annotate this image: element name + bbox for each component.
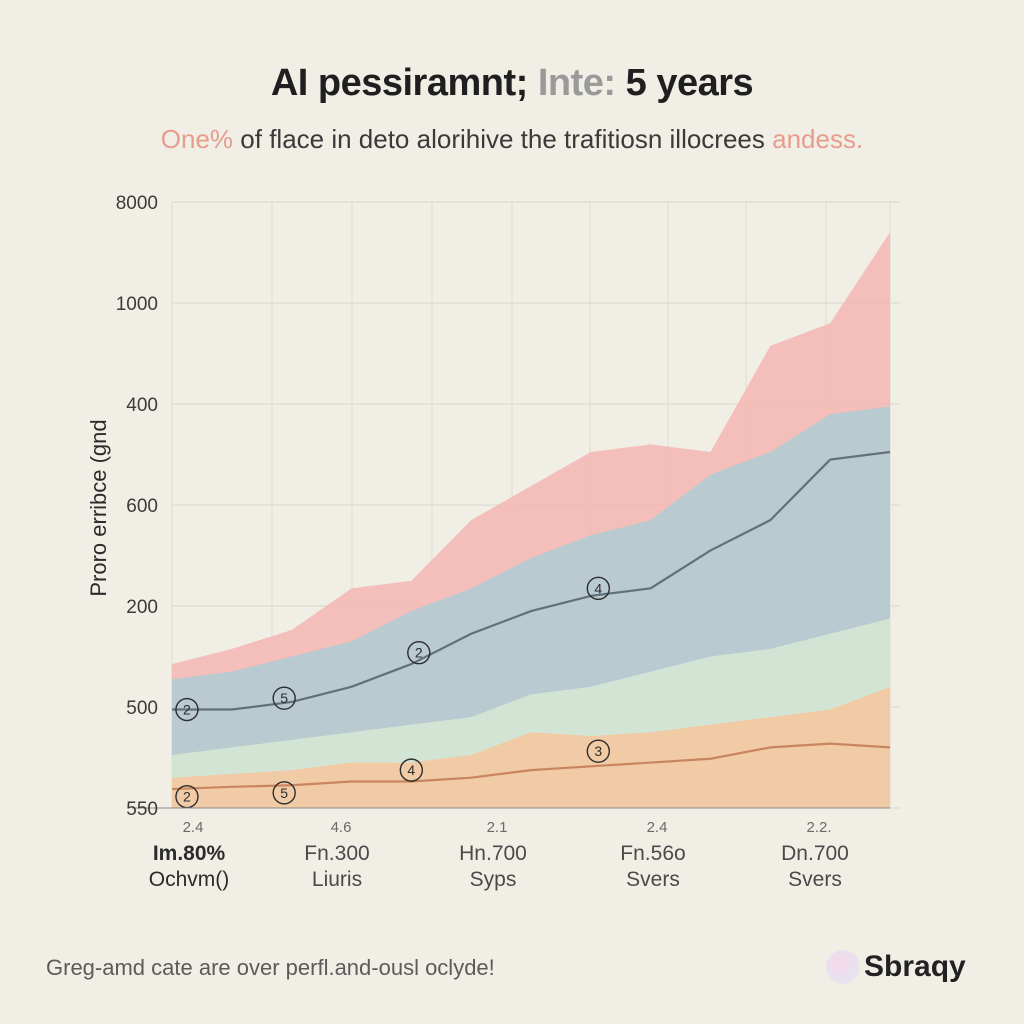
annotation-label: 2 — [415, 645, 423, 661]
chart-title: AI pessiramnt; Inte: 5 years — [0, 62, 1024, 105]
annotation-circle — [407, 641, 431, 665]
annotation-circle — [399, 758, 424, 782]
y-tick-label: 550 — [126, 799, 158, 820]
x-label-line2: Svers — [788, 868, 842, 891]
x-label-line2: Svers — [626, 868, 680, 891]
y-tick-label: 200 — [126, 597, 158, 618]
y-tick-label: 1000 — [116, 294, 158, 315]
title-dim: Inte: — [537, 62, 616, 104]
y-tick-label: 600 — [126, 496, 158, 517]
x-minor-label: 2.4 — [647, 819, 668, 836]
y-tick-label: 500 — [126, 698, 158, 719]
footnote: Greg-amd cate are over perfl.and-ousl oc… — [46, 955, 495, 980]
x-minor-label: 2.4 — [183, 819, 204, 836]
annotation-label: 2 — [183, 789, 191, 805]
line-trend-dark — [172, 450, 891, 711]
x-label-line2: Syps — [470, 868, 517, 891]
x-label-line1: Fn.300 — [304, 842, 369, 865]
subtitle-middle: of flace in deto alorihive the trafitios… — [240, 124, 765, 154]
annotation-circle — [272, 781, 296, 805]
subtitle-accent-end: andess. — [772, 124, 864, 154]
annotation-circle — [272, 686, 296, 710]
chart-subtitle: One% of flace in deto alorihive the traf… — [0, 124, 1024, 155]
x-label-line1: Im.80% — [153, 842, 226, 865]
annotation-label: 5 — [280, 690, 288, 706]
area-orange — [172, 686, 890, 808]
brand-name: Sbraqy — [864, 950, 966, 983]
annotation-label: 4 — [407, 762, 415, 778]
annotation-label: 2 — [183, 702, 191, 718]
x-label-line1: Fn.56o — [620, 842, 685, 865]
x-label-line2: Liuris — [312, 868, 362, 891]
x-minor-label: 2.2. — [806, 819, 831, 836]
annotation-label: 3 — [594, 743, 602, 759]
title-tail: 5 years — [625, 62, 754, 104]
y-tick-label: 400 — [126, 395, 158, 416]
annotation-circle — [175, 697, 199, 722]
annotation-circle — [586, 576, 611, 601]
x-minor-label: 2.1 — [487, 819, 508, 836]
brand-logo-icon — [826, 950, 860, 984]
area-chart: 2 5 2 4 2 5 4 3 550 500 200 600 400 1000 8000 Proro err… — [86, 193, 900, 891]
subtitle-accent-start: One% — [160, 124, 234, 154]
y-tick-label: 8000 — [116, 193, 158, 214]
annotation-label: 5 — [280, 785, 288, 801]
y-axis-label: Proro erribce (gnd — [86, 419, 111, 596]
brand: Sbraqy — [826, 950, 966, 984]
x-minor-label: 4.6 — [331, 819, 352, 836]
x-label-line1: Dn.700 — [781, 842, 849, 865]
annotation-label: 4 — [594, 580, 602, 596]
x-label-line2: Ochvm() — [149, 868, 230, 891]
x-label-line1: Hn.700 — [459, 842, 527, 865]
title-main: AI pessiramnt; — [270, 62, 528, 104]
annotation-circle — [586, 739, 611, 763]
